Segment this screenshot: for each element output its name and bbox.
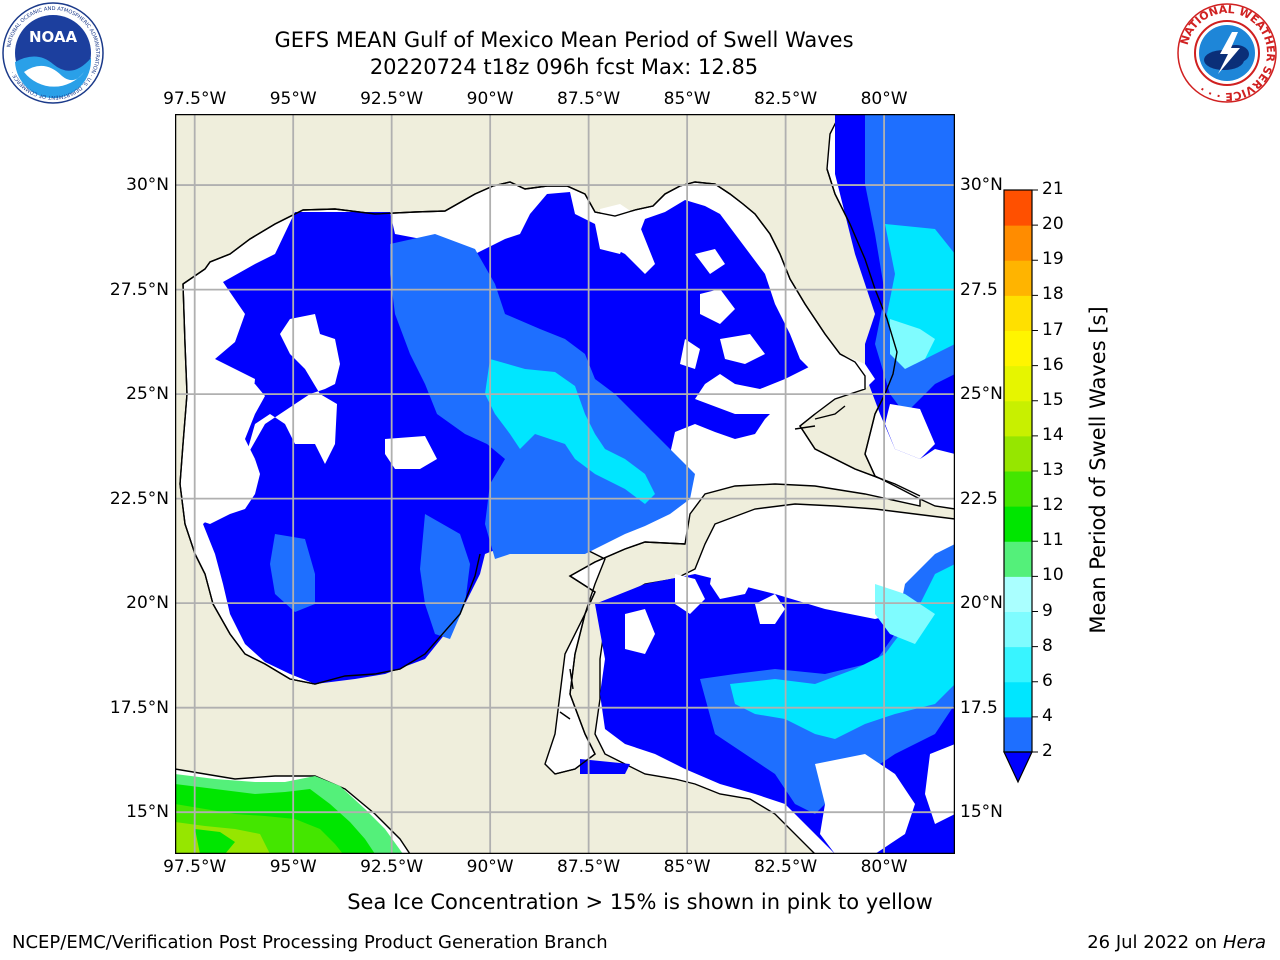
lat-label-right-4: 20°N <box>960 593 1003 614</box>
gridlines <box>175 114 955 854</box>
colorbar-segment-12 <box>1004 295 1032 331</box>
colorbar-segment-14 <box>1004 225 1032 261</box>
colorbar-segment-0 <box>1004 716 1032 753</box>
date-stamp: 26 Jul 2022 on Hera <box>1087 932 1266 953</box>
colorbar-tick-label-15: 20 <box>1042 214 1064 235</box>
swell-band-6-8 <box>875 319 935 644</box>
coastline <box>179 168 921 775</box>
colorbar-tick-label-1: 4 <box>1042 705 1053 726</box>
lon-label-bottom-6: 82.5°W <box>754 857 818 877</box>
colorbar <box>1003 189 1038 784</box>
lon-label-bottom-0: 97.5°W <box>163 857 227 877</box>
map-panel <box>175 114 955 854</box>
colorbar-segment-5 <box>1004 541 1032 577</box>
lat-label-left-2: 25°N <box>126 384 169 405</box>
colorbar-tick-label-13: 18 <box>1042 284 1064 305</box>
colorbar-tick-label-0: 2 <box>1042 741 1053 761</box>
lon-label-top-2: 92.5°W <box>360 89 424 109</box>
lon-label-top-4: 87.5°W <box>557 89 621 109</box>
colorbar-tick-label-2: 6 <box>1042 670 1053 691</box>
lon-label-top-7: 80°W <box>860 89 908 109</box>
colorbar-segment-8 <box>1004 435 1032 472</box>
colorbar-segment-13 <box>1004 260 1032 296</box>
ice-note: Sea Ice Concentration > 15% is shown in … <box>347 890 933 914</box>
date-prefix: 26 Jul 2022 on <box>1087 932 1223 953</box>
lon-label-bottom-2: 92.5°W <box>360 857 424 877</box>
lat-label-left-4: 20°N <box>126 593 169 614</box>
colorbar-tick-label-5: 10 <box>1042 565 1064 586</box>
colorbar-segment-6 <box>1004 506 1032 542</box>
nws-logo: NATIONAL WEATHER SERVICE · · · <box>1176 2 1278 104</box>
colorbar-segment-11 <box>1004 330 1032 367</box>
lat-label-left-3: 22.5°N <box>109 488 169 509</box>
credit-text: NCEP/EMC/Verification Post Processing Pr… <box>12 932 608 953</box>
lat-label-right-0: 30°N <box>960 175 1003 196</box>
colorbar-segment-15 <box>1004 190 1032 226</box>
noaa-logo: NOAA NATIONAL OCEANIC AND ATMOSPHERIC AD… <box>2 2 104 104</box>
lon-label-top-0: 97.5°W <box>163 89 227 109</box>
colorbar-tick-label-16: 21 <box>1042 179 1064 199</box>
lat-label-right-5: 17.5 <box>960 697 998 718</box>
lon-label-top-6: 82.5°W <box>754 89 818 109</box>
colorbar-segment-4 <box>1004 576 1032 612</box>
lon-label-bottom-4: 87.5°W <box>557 857 621 877</box>
colorbar-segment-9 <box>1004 400 1032 437</box>
host-name: Hera <box>1222 932 1266 953</box>
colorbar-under-extension <box>1003 751 1033 784</box>
lat-label-right-2: 25°N <box>960 384 1003 405</box>
colorbar-tick-label-11: 16 <box>1042 354 1064 375</box>
colorbar-tick-label-6: 11 <box>1042 530 1064 551</box>
chart-subtitle: 20220724 t18z 096h fcst Max: 12.85 <box>369 55 759 79</box>
lon-label-bottom-5: 85°W <box>663 857 711 877</box>
colorbar-tick-label-12: 17 <box>1042 319 1064 340</box>
colorbar-tick-label-4: 9 <box>1042 600 1053 621</box>
colorbar-tick-label-9: 14 <box>1042 424 1064 445</box>
colorbar-segment-2 <box>1004 646 1032 683</box>
colorbar-segment-3 <box>1004 611 1032 648</box>
lat-label-right-3: 22.5 <box>960 488 998 509</box>
lon-label-bottom-1: 95°W <box>269 857 317 877</box>
lon-label-bottom-7: 80°W <box>860 857 908 877</box>
lat-label-left-1: 27.5°N <box>109 279 169 300</box>
lat-label-left-5: 17.5°N <box>109 697 169 718</box>
lon-label-top-5: 85°W <box>663 89 711 109</box>
lat-label-right-6: 15°N <box>960 802 1003 823</box>
colorbar-tick-label-8: 13 <box>1042 460 1064 480</box>
lat-label-left-0: 30°N <box>126 175 169 196</box>
lon-label-top-1: 95°W <box>269 89 317 109</box>
lat-label-left-6: 15°N <box>126 802 169 823</box>
map-frame <box>175 114 955 854</box>
swell-band-pacific <box>175 774 403 854</box>
noaa-logo-text: NOAA <box>29 28 78 46</box>
colorbar-tick-label-3: 8 <box>1042 635 1053 656</box>
colorbar-tick-label-7: 12 <box>1042 495 1064 516</box>
colorbar-segment-7 <box>1004 471 1032 507</box>
colorbar-segment-1 <box>1004 681 1032 718</box>
colorbar-segment-10 <box>1004 365 1032 402</box>
chart-title: GEFS MEAN Gulf of Mexico Mean Period of … <box>274 28 854 52</box>
colorbar-tick-label-14: 19 <box>1042 249 1064 270</box>
lon-label-bottom-3: 90°W <box>466 857 514 877</box>
colorbar-label: Mean Period of Swell Waves [s] <box>1086 306 1110 634</box>
lon-label-top-3: 90°W <box>466 89 514 109</box>
colorbar-tick-label-10: 15 <box>1042 389 1064 410</box>
lat-label-right-1: 27.5 <box>960 279 998 300</box>
